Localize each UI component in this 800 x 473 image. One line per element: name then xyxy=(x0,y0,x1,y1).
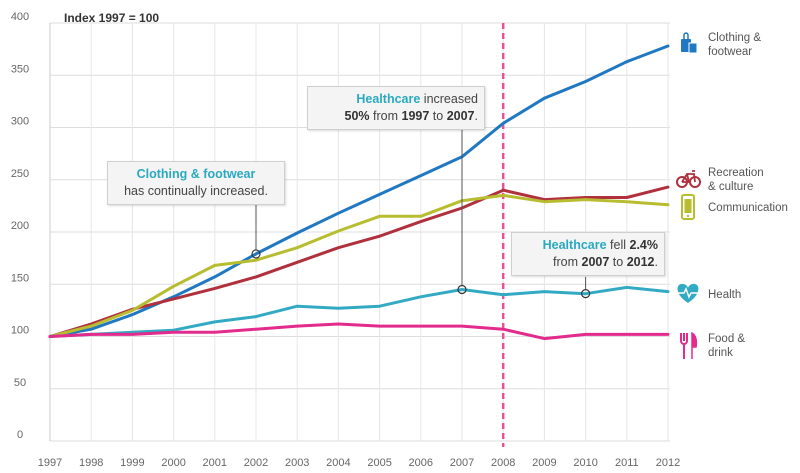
annotation-healthcare-fell: Healthcare fell 2.4% from 2007 to 2012. xyxy=(511,232,665,276)
annotation-hc-up-end: . xyxy=(474,109,478,123)
x-tick-label: 1998 xyxy=(79,457,103,469)
y-tick-label: 400 xyxy=(11,11,29,23)
mobile-phone-icon xyxy=(681,194,695,220)
leader-hc-down-marker xyxy=(580,289,591,299)
annotation-hc-up-text3: to xyxy=(429,109,447,123)
series-line-0 xyxy=(48,44,670,338)
x-tick-label: 2012 xyxy=(656,457,680,469)
y-axis: 0 50 100 150 200 250 300 350 400 xyxy=(11,11,51,441)
x-tick-label: 1997 xyxy=(38,457,62,469)
y-tick-label: 300 xyxy=(11,116,29,128)
annotation-healthcare-increase: Healthcare increased 50% from 1997 to 20… xyxy=(307,86,485,130)
annotation-leaders xyxy=(251,129,591,299)
x-tick-label: 2004 xyxy=(326,457,350,469)
legend-label-line2: drink xyxy=(708,347,733,359)
legend: Clothing & footwear Recreation & culture Com… xyxy=(676,32,788,359)
series-line-4 xyxy=(48,322,670,341)
series-line-3 xyxy=(48,285,670,338)
legend-item-1: Recreation & culture xyxy=(676,167,764,193)
legend-item-3: Health xyxy=(677,283,741,303)
legend-label-line1: Recreation xyxy=(708,167,764,179)
x-tick-label: 2001 xyxy=(203,457,227,469)
y-tick-label: 50 xyxy=(14,377,26,389)
annotation-hc-down-text1: fell xyxy=(606,238,630,252)
x-tick-label: 2000 xyxy=(161,457,185,469)
heart-pulse-icon xyxy=(677,283,699,303)
series-lines xyxy=(48,44,670,341)
annotation-hc-down-end: . xyxy=(654,255,658,269)
y-tick-label: 150 xyxy=(11,272,29,284)
annotation-hc-down-year1: 2007 xyxy=(581,255,610,269)
annotation-hc-up-highlight: Healthcare xyxy=(356,92,421,106)
annotation-hc-up-year1: 1997 xyxy=(401,109,430,123)
series-line-1 xyxy=(48,185,670,338)
x-tick-label: 2008 xyxy=(491,457,515,469)
series-line-2 xyxy=(48,193,670,338)
x-tick-label: 2007 xyxy=(450,457,474,469)
legend-item-4: Food & drink xyxy=(680,331,745,359)
x-tick-label: 2003 xyxy=(285,457,309,469)
annotation-hc-up-text1: increased xyxy=(420,92,478,106)
legend-label-line1: Clothing & xyxy=(708,32,761,44)
fork-knife-icon xyxy=(680,331,698,359)
x-tick-label: 1999 xyxy=(120,457,144,469)
leader-hc-up-marker xyxy=(457,284,467,295)
legend-label-line1: Communication xyxy=(708,202,788,214)
annotation-hc-down-highlight: Healthcare xyxy=(542,238,607,252)
shopping-bags-icon xyxy=(681,32,698,54)
index-label: Index 1997 = 100 xyxy=(64,11,159,25)
annotation-hc-down-pct: 2.4% xyxy=(629,238,659,252)
annotation-clothing: Clothing & footwear has continually incr… xyxy=(107,161,285,205)
y-tick-label: 350 xyxy=(11,63,29,75)
annotation-clothing-highlight: Clothing & footwear xyxy=(136,167,256,181)
bicycle-icon xyxy=(676,170,701,188)
legend-item-2: Communication xyxy=(681,194,788,220)
annotation-hc-up-pct: 50% xyxy=(344,109,370,123)
x-axis: 1997 1998 1999 2000 2001 2002 2003 2004 2005 2006… xyxy=(38,457,680,469)
annotation-hc-down-text3: to xyxy=(609,255,627,269)
annotation-hc-down-year2: 2012 xyxy=(626,255,655,269)
leader-clothing-marker xyxy=(251,249,261,259)
y-tick-label: 250 xyxy=(11,168,29,180)
x-tick-label: 2002 xyxy=(244,457,268,469)
annotation-hc-up-text2: from xyxy=(369,109,402,123)
legend-label-line2: & culture xyxy=(708,181,753,193)
annotation-clothing-text: has continually increased. xyxy=(124,184,268,198)
x-tick-label: 2010 xyxy=(573,457,597,469)
x-tick-label: 2009 xyxy=(532,457,556,469)
x-tick-label: 2011 xyxy=(615,457,639,469)
legend-label-line1: Health xyxy=(708,289,741,301)
y-tick-label: 100 xyxy=(11,325,29,337)
y-tick-label: 0 xyxy=(17,429,23,441)
legend-label-line1: Food & xyxy=(708,333,745,345)
y-tick-label: 200 xyxy=(11,220,29,232)
x-tick-label: 2005 xyxy=(367,457,391,469)
legend-item-0: Clothing & footwear xyxy=(681,32,761,58)
annotation-hc-down-text2: from xyxy=(553,255,582,269)
x-tick-label: 2006 xyxy=(409,457,433,469)
annotation-hc-up-year2: 2007 xyxy=(446,109,475,123)
legend-label-line2: footwear xyxy=(708,46,752,58)
